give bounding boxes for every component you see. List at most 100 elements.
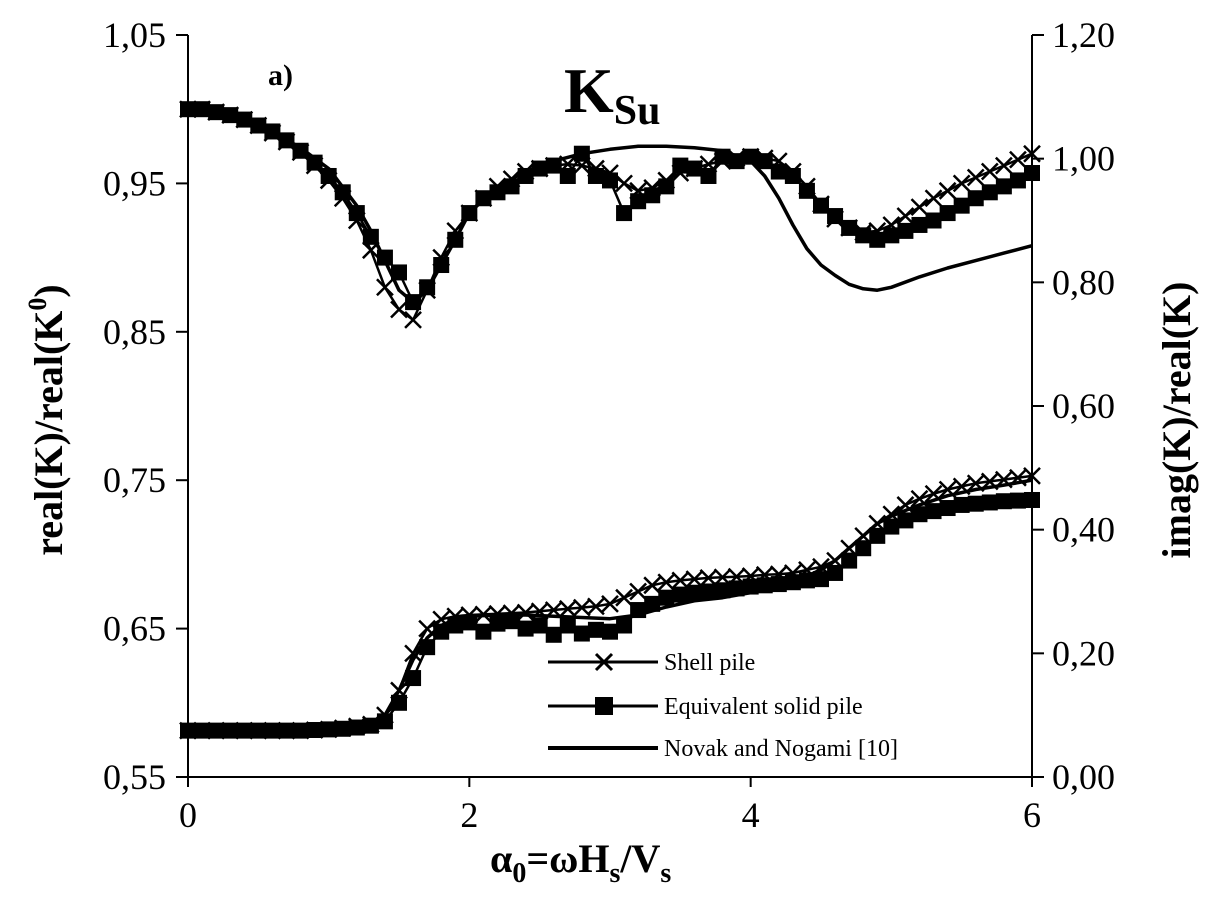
point-equivalent-solid-pile-imag [728,580,745,597]
point-shell-pile-real [952,174,971,193]
x-title-sub0: 0 [512,858,526,889]
point-equivalent-solid-pile-real [306,154,323,171]
left-y-axis-title: real(K)/real(K0) [23,284,71,555]
point-equivalent-solid-pile-real [686,160,703,177]
x-tick-label: 6 [1023,795,1041,835]
point-equivalent-solid-pile-real [939,205,956,222]
point-shell-pile-imag [685,570,704,589]
right-y-tick-label: 1,20 [1052,15,1115,55]
chart-title: KSu [564,55,661,134]
point-shell-pile-real [924,189,943,208]
point-shell-pile-imag [643,576,662,595]
point-equivalent-solid-pile-imag [925,503,942,520]
point-equivalent-solid-pile-imag [897,512,914,529]
point-equivalent-solid-pile-imag [953,496,970,513]
point-shell-pile-imag [629,582,648,601]
point-equivalent-solid-pile-imag [714,582,731,599]
point-equivalent-solid-pile-imag [531,617,548,634]
series-line-novak-and-nogami-10-imag [188,478,1033,733]
legend: Shell pile Equivalent solid pile Novak a… [548,650,898,762]
point-equivalent-solid-pile-real [756,153,773,170]
x-title-slash: /V [619,836,660,881]
point-equivalent-solid-pile-real [348,205,365,222]
ticks: 0 2 4 6 0,55 0,65 0,75 0,85 0,95 1,05 0,00 0,20 0,40… [103,15,1115,835]
point-shell-pile-real [615,174,633,193]
x-title-alpha: α [490,836,512,881]
point-equivalent-solid-pile-imag [700,583,717,600]
point-equivalent-solid-pile-real [334,184,351,201]
point-equivalent-solid-pile-imag [911,506,928,523]
point-equivalent-solid-pile-real [700,167,717,184]
point-equivalent-solid-pile-real [770,163,787,180]
point-shell-pile-imag [572,598,591,617]
x-title-subs: s [609,858,620,889]
x-title-eq: =ωH [526,836,609,881]
x-tick-label: 0 [179,795,197,835]
right-y-tick-label: 1,00 [1052,139,1115,179]
point-equivalent-solid-pile-real [827,208,844,225]
legend-label-shell: Shell pile [664,650,755,676]
point-shell-pile-imag [699,569,718,587]
series-line-equivalent-solid-pile-imag [188,498,1033,732]
right-y-tick-label: 0,80 [1052,262,1115,302]
title-sub: Su [614,88,661,134]
point-equivalent-solid-pile-real [784,167,801,184]
point-equivalent-solid-pile-imag [573,625,590,642]
left-y-tick-label: 0,75 [103,460,166,500]
point-equivalent-solid-pile-imag [405,670,422,687]
point-shell-pile-imag [896,496,915,514]
left-title-pre: real(K)/real(K [26,311,71,556]
axes [187,35,1033,778]
point-shell-pile-imag [516,603,535,622]
point-shell-pile-real [404,311,422,329]
point-equivalent-solid-pile-imag [503,613,520,630]
point-equivalent-solid-pile-imag [827,564,844,581]
point-equivalent-solid-pile-real [855,227,872,244]
point-equivalent-solid-pile-imag [813,571,829,588]
point-equivalent-solid-pile-real [897,222,914,239]
point-shell-pile-real [966,168,985,187]
series-line-equivalent-solid-pile-real [188,107,1033,304]
point-equivalent-solid-pile-real [672,157,689,174]
left-y-tick-label: 0,65 [103,609,166,649]
point-shell-pile-real [980,162,999,181]
point-equivalent-solid-pile-imag [883,518,900,535]
point-equivalent-solid-pile-real [644,187,661,204]
point-equivalent-solid-pile-imag [489,615,506,632]
point-equivalent-solid-pile-imag [869,527,886,544]
x-tick-label: 2 [460,795,478,835]
point-equivalent-solid-pile-imag [644,595,661,612]
point-shell-pile-real [910,198,929,217]
x-tick-label: 4 [742,795,760,835]
point-shell-pile-real [1009,150,1027,169]
point-equivalent-solid-pile-real [391,264,407,281]
point-equivalent-solid-pile-imag [1009,492,1026,509]
point-shell-pile-real [390,300,408,319]
panel-label: a) [268,59,293,92]
point-equivalent-solid-pile-real [925,212,942,229]
point-equivalent-solid-pile-imag [1024,491,1040,508]
point-equivalent-solid-pile-imag [672,586,689,603]
point-shell-pile-real [938,181,957,200]
point-shell-pile-imag [558,599,577,618]
point-equivalent-solid-pile-imag [658,589,675,606]
right-y-tick-label: 0,60 [1052,386,1115,426]
point-equivalent-solid-pile-imag [616,617,633,634]
right-y-tick-label: 0,00 [1052,757,1115,797]
point-shell-pile-imag [671,571,690,590]
point-equivalent-solid-pile-real [841,219,858,236]
point-equivalent-solid-pile-real [602,172,618,189]
point-equivalent-solid-pile-real [1009,172,1026,189]
point-equivalent-solid-pile-real [869,231,886,248]
point-equivalent-solid-pile-imag [517,620,534,637]
point-equivalent-solid-pile-real [883,227,900,244]
point-equivalent-solid-pile-real [616,205,633,222]
series-layer [179,100,1041,740]
point-equivalent-solid-pile-imag [967,495,984,512]
left-title-post: ) [26,284,71,297]
point-equivalent-solid-pile-imag [545,626,562,643]
point-equivalent-solid-pile-real [995,178,1012,195]
series-line-novak-and-nogami-10-real [187,107,1033,304]
point-equivalent-solid-pile-imag [841,552,858,569]
right-y-tick-label: 0,20 [1052,633,1115,673]
